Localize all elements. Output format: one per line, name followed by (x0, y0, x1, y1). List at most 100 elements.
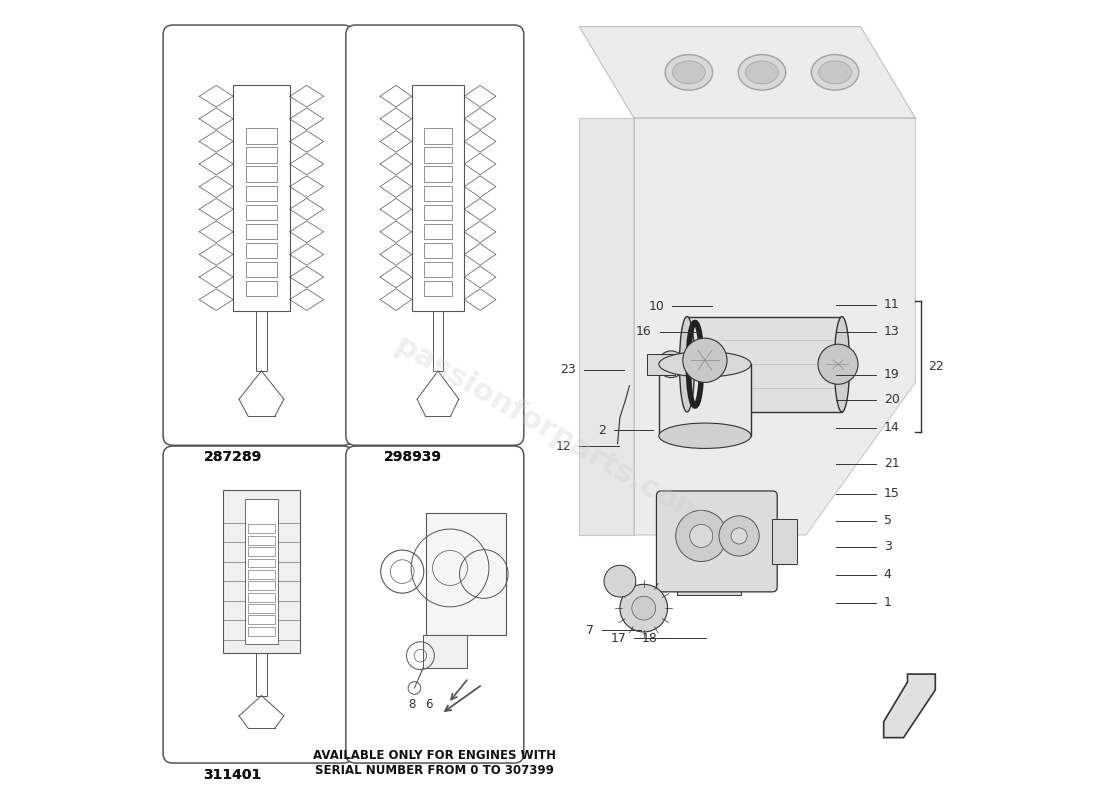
Text: 298939: 298939 (384, 450, 442, 464)
Text: 298939: 298939 (384, 450, 442, 464)
Ellipse shape (812, 54, 859, 90)
Text: 18: 18 (642, 632, 658, 645)
Bar (256, 653, 266, 695)
FancyBboxPatch shape (163, 25, 353, 446)
Bar (688, 317, 842, 412)
Polygon shape (580, 118, 634, 535)
Bar (433, 311, 442, 371)
Bar (246, 224, 277, 239)
Polygon shape (883, 674, 935, 738)
Text: 8: 8 (408, 698, 415, 711)
Circle shape (732, 528, 747, 544)
Circle shape (818, 344, 858, 384)
Text: 20: 20 (883, 394, 900, 406)
Text: 11: 11 (883, 298, 900, 311)
Bar (246, 147, 277, 162)
Bar (246, 242, 277, 258)
Circle shape (658, 351, 684, 378)
Polygon shape (580, 26, 915, 118)
Ellipse shape (659, 423, 751, 449)
Text: 21: 21 (883, 457, 900, 470)
FancyBboxPatch shape (345, 446, 524, 763)
Text: 7: 7 (585, 624, 594, 637)
Bar (256, 311, 266, 371)
Bar (426, 514, 506, 635)
Bar (424, 205, 452, 220)
Bar (248, 593, 275, 602)
Text: 17: 17 (610, 632, 626, 645)
Bar (233, 85, 289, 311)
FancyBboxPatch shape (163, 446, 353, 763)
Text: 4: 4 (883, 568, 891, 582)
Circle shape (675, 510, 727, 562)
Text: 10: 10 (649, 300, 664, 313)
Bar (246, 262, 277, 277)
Bar (424, 128, 452, 143)
Circle shape (719, 516, 759, 556)
Bar (223, 490, 299, 653)
Text: 2: 2 (597, 424, 606, 437)
Bar (424, 242, 452, 258)
Ellipse shape (680, 317, 695, 412)
Circle shape (631, 596, 656, 620)
Text: 13: 13 (883, 325, 900, 338)
Bar (424, 281, 452, 296)
Text: AVAILABLE ONLY FOR ENGINES WITH
SERIAL NUMBER FROM 0 TO 307399: AVAILABLE ONLY FOR ENGINES WITH SERIAL N… (314, 750, 557, 778)
Polygon shape (634, 118, 915, 535)
Ellipse shape (738, 54, 785, 90)
Bar (248, 627, 275, 636)
Bar (647, 354, 675, 374)
Bar (424, 186, 452, 201)
Text: 287289: 287289 (204, 450, 262, 464)
FancyBboxPatch shape (345, 25, 524, 446)
Text: passionforparts.com: passionforparts.com (389, 331, 711, 533)
Bar (248, 615, 275, 624)
Bar (248, 582, 275, 590)
Ellipse shape (818, 61, 851, 84)
Bar (248, 547, 275, 556)
Bar (424, 166, 452, 182)
Text: 1: 1 (883, 596, 891, 609)
FancyBboxPatch shape (657, 491, 778, 592)
Text: 5: 5 (883, 514, 892, 527)
Text: 23: 23 (561, 363, 576, 376)
Bar (246, 186, 277, 201)
Text: 287289: 287289 (204, 450, 262, 464)
Text: 12: 12 (556, 439, 572, 453)
Bar (411, 85, 464, 311)
Bar (424, 224, 452, 239)
Bar (246, 281, 277, 296)
Bar (246, 128, 277, 143)
Ellipse shape (666, 54, 713, 90)
Text: 311401: 311401 (204, 768, 262, 782)
Bar (245, 498, 278, 645)
Text: 22: 22 (928, 360, 944, 373)
Text: 19: 19 (883, 368, 900, 381)
Text: 3: 3 (883, 541, 891, 554)
Ellipse shape (672, 61, 705, 84)
Bar (248, 570, 275, 578)
Bar (246, 166, 277, 182)
Circle shape (690, 525, 713, 547)
Text: 311401: 311401 (204, 768, 262, 782)
Bar (678, 557, 740, 594)
Circle shape (620, 584, 668, 632)
Ellipse shape (659, 351, 751, 377)
Bar (772, 518, 796, 564)
Bar (424, 147, 452, 162)
Circle shape (683, 338, 727, 382)
Bar (248, 604, 275, 613)
Text: 15: 15 (883, 487, 900, 500)
Bar (424, 262, 452, 277)
Text: 16: 16 (636, 325, 651, 338)
Circle shape (604, 566, 636, 597)
Bar (248, 558, 275, 567)
Bar (248, 525, 275, 534)
Ellipse shape (834, 317, 849, 412)
Bar (246, 205, 277, 220)
Bar (659, 364, 751, 436)
Text: 14: 14 (883, 422, 900, 434)
Bar (424, 635, 468, 668)
Text: 6: 6 (426, 698, 432, 711)
Bar (248, 536, 275, 545)
